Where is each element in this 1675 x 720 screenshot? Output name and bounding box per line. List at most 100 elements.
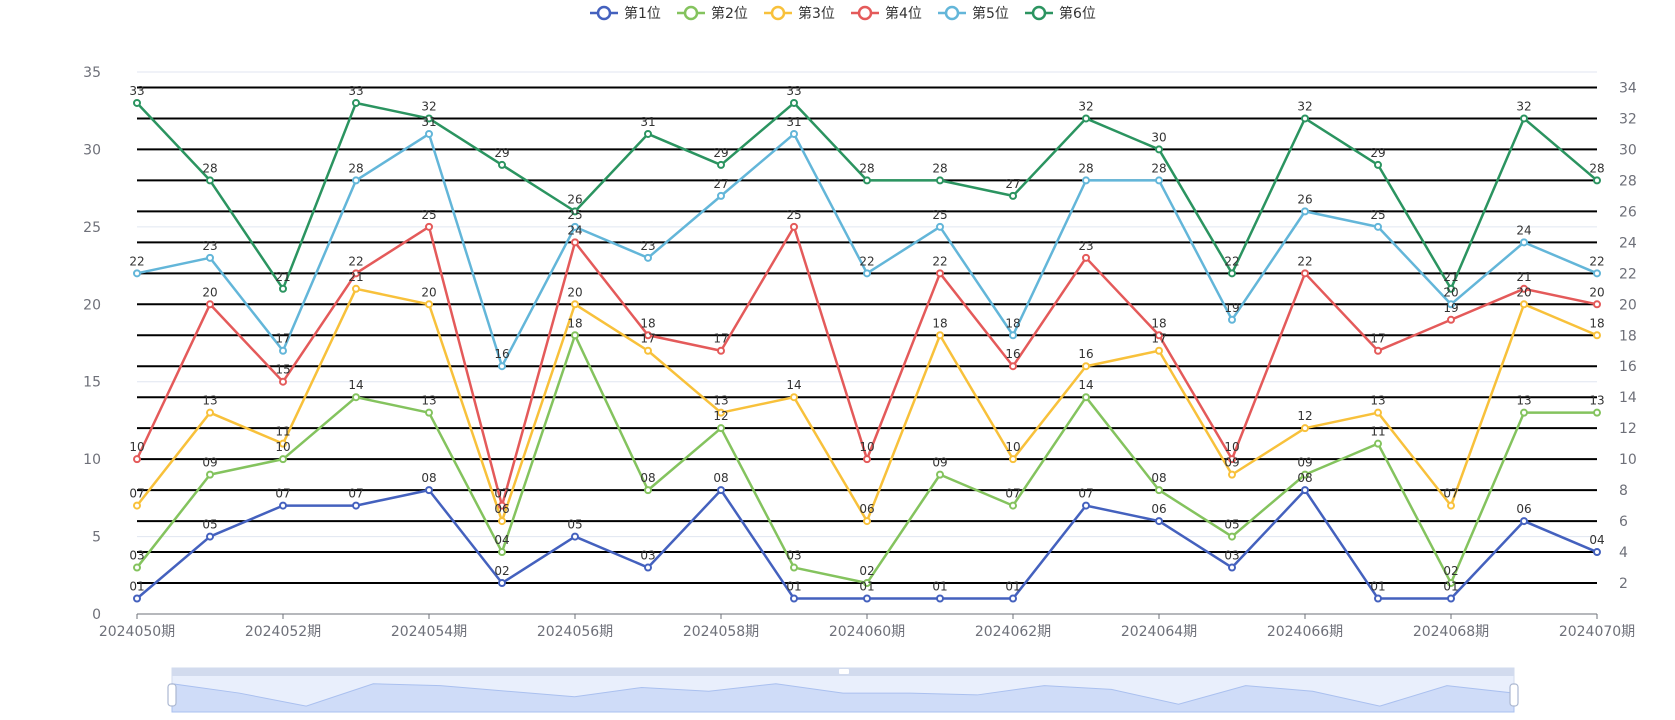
data-point	[498, 579, 506, 588]
data-point	[717, 160, 725, 169]
data-label: 01	[1443, 580, 1458, 594]
data-label: 18	[1589, 316, 1604, 330]
y-right-tick-label: 2	[1619, 576, 1628, 592]
data-point	[790, 222, 798, 231]
data-point	[1155, 176, 1163, 185]
data-label: 18	[1005, 316, 1020, 330]
x-tick-label: 2024060期	[829, 624, 905, 640]
y-left-tick-label: 25	[83, 220, 101, 236]
legend-item[interactable]: 第1位	[590, 5, 661, 22]
y-left-tick-label: 35	[83, 65, 101, 81]
data-label: 27	[713, 177, 728, 191]
zoom-left-handle[interactable]	[167, 683, 177, 707]
data-label: 17	[275, 332, 290, 346]
data-point	[133, 98, 141, 107]
data-point	[1155, 331, 1163, 340]
data-label: 21	[348, 270, 363, 284]
data-label: 29	[1370, 146, 1385, 160]
data-point	[1228, 269, 1236, 278]
data-point	[279, 346, 287, 355]
data-point	[279, 455, 287, 464]
data-label: 01	[1370, 580, 1385, 594]
data-label: 17	[1370, 332, 1385, 346]
data-point	[279, 377, 287, 386]
data-point	[498, 160, 506, 169]
legend-marker	[1031, 5, 1047, 21]
data-point	[1228, 470, 1236, 479]
data-point	[790, 594, 798, 603]
data-point	[936, 222, 944, 231]
legend-item[interactable]: 第2位	[677, 5, 748, 22]
data-point	[936, 594, 944, 603]
data-point	[279, 439, 287, 448]
data-label: 20	[421, 285, 436, 299]
data-point	[1520, 238, 1528, 247]
data-label: 10	[1224, 440, 1239, 454]
data-point	[571, 300, 579, 309]
data-point	[571, 532, 579, 541]
data-label: 06	[1516, 502, 1531, 516]
data-point	[1520, 284, 1528, 293]
legend-marker	[944, 5, 960, 21]
data-label: 11	[275, 425, 290, 439]
data-point	[1301, 207, 1309, 216]
data-point	[1228, 532, 1236, 541]
data-point	[1301, 269, 1309, 278]
x-tick-label: 2024054期	[391, 624, 467, 640]
x-tick-label: 2024066期	[1267, 624, 1343, 640]
y-right-tick-label: 26	[1619, 204, 1637, 220]
data-label: 09	[202, 456, 217, 470]
legend-item[interactable]: 第6位	[1025, 5, 1096, 22]
data-point	[717, 424, 725, 433]
data-label: 09	[1224, 456, 1239, 470]
y-right-tick-label: 16	[1619, 359, 1637, 375]
data-point	[717, 191, 725, 200]
legend[interactable]: 第1位 第2位 第3位 第4位 第5位 第6位	[590, 5, 1096, 22]
data-point	[352, 176, 360, 185]
x-tick-label: 2024070期	[1559, 624, 1635, 640]
data-point	[133, 269, 141, 278]
data-label: 10	[1005, 440, 1020, 454]
zoom-right-handle[interactable]	[1509, 683, 1519, 707]
data-point	[936, 269, 944, 278]
data-point	[1593, 331, 1601, 340]
legend-item[interactable]: 第3位	[764, 5, 835, 22]
data-label: 01	[129, 580, 144, 594]
data-point	[1447, 284, 1455, 293]
data-label: 28	[932, 161, 947, 175]
data-label: 32	[1297, 99, 1312, 113]
y-right-tick-label: 8	[1619, 483, 1628, 499]
data-label: 28	[1589, 161, 1604, 175]
data-point	[1520, 517, 1528, 526]
legend-label: 第6位	[1059, 5, 1096, 22]
y-right-tick-label: 28	[1619, 173, 1637, 189]
legend-label: 第3位	[798, 5, 835, 22]
data-label: 20	[1443, 285, 1458, 299]
data-label: 13	[1589, 394, 1604, 408]
data-label: 33	[348, 84, 363, 98]
data-point	[1009, 191, 1017, 200]
data-point	[1520, 408, 1528, 417]
data-label: 07	[494, 487, 509, 501]
data-label: 22	[932, 254, 947, 268]
data-label: 07	[275, 487, 290, 501]
x-tick-label: 2024064期	[1121, 624, 1197, 640]
legend-item[interactable]: 第5位	[938, 5, 1009, 22]
data-point	[571, 207, 579, 216]
data-label: 21	[1443, 270, 1458, 284]
data-label: 19	[1224, 301, 1239, 315]
data-label: 10	[129, 440, 144, 454]
data-label: 09	[932, 456, 947, 470]
data-point	[498, 517, 506, 526]
y-right-tick-label: 10	[1619, 452, 1637, 468]
data-label: 08	[713, 471, 728, 485]
data-label: 03	[640, 549, 655, 563]
legend-item[interactable]: 第4位	[851, 5, 922, 22]
y-right-tick-label: 24	[1619, 235, 1637, 251]
data-point	[863, 176, 871, 185]
data-zoom-slider[interactable]	[167, 667, 1519, 713]
data-label: 25	[932, 208, 947, 222]
data-point	[1009, 455, 1017, 464]
